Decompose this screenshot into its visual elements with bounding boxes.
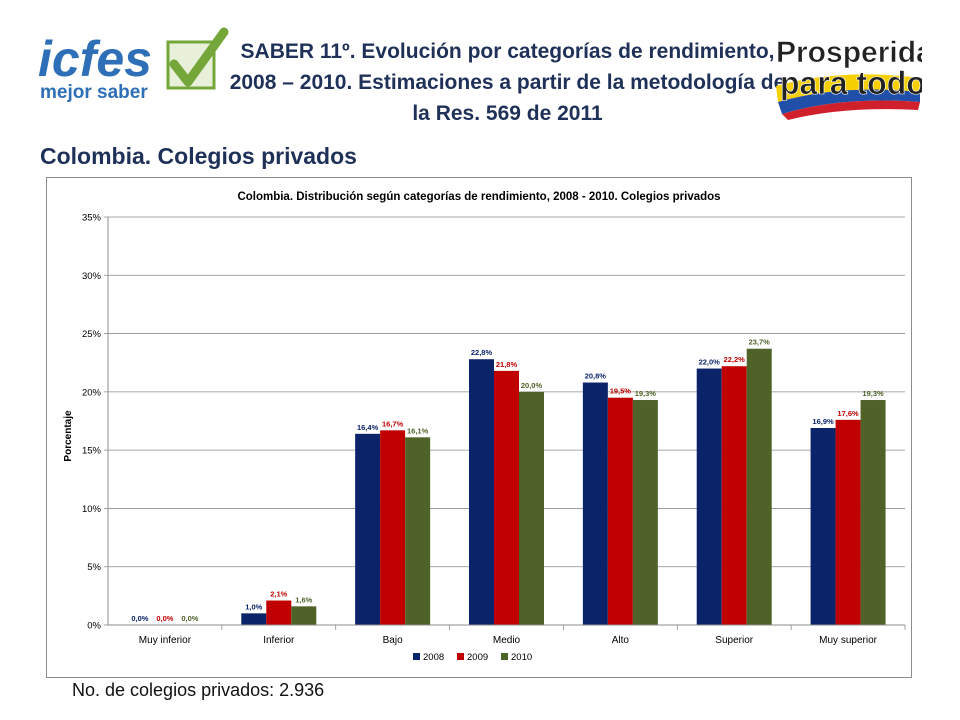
x-tick-label: Muy superior xyxy=(819,635,877,646)
bar-2010 xyxy=(632,400,658,625)
legend-label-2008: 2008 xyxy=(423,652,444,663)
data-label-2010: 20,0% xyxy=(521,381,543,390)
legend-swatch-2008 xyxy=(413,653,420,660)
page-title: SABER 11º. Evolución por categorías de r… xyxy=(229,40,786,125)
data-label-2008: 0,0% xyxy=(131,614,148,623)
bar-2009 xyxy=(607,397,633,625)
data-label-2010: 23,7% xyxy=(749,338,771,347)
y-tick-label: 10% xyxy=(82,504,102,515)
data-label-2010: 0,0% xyxy=(181,614,198,623)
data-label-2008: 22,8% xyxy=(471,348,493,357)
bar-2010 xyxy=(519,391,544,625)
bar-2010 xyxy=(860,400,886,625)
prosperidad-logo-line2: para todos xyxy=(780,65,922,101)
bar-2010 xyxy=(746,348,772,625)
prosperidad-logo-line1: Prosperidad xyxy=(776,36,922,69)
bar-2009 xyxy=(380,430,406,625)
bar-2010 xyxy=(291,606,317,625)
bars xyxy=(241,348,886,625)
data-label-2009: 19,5% xyxy=(610,387,632,396)
prosperidad-logo: Prosperidad para todos xyxy=(776,36,922,120)
x-tick-label: Muy inferior xyxy=(139,635,192,646)
data-label-2009: 16,7% xyxy=(382,419,404,428)
chart-title: Colombia. Distribución según categorías … xyxy=(237,191,720,203)
y-tick-label: 0% xyxy=(87,621,101,632)
data-label-2009: 22,2% xyxy=(724,355,746,364)
legend-swatch-2010 xyxy=(501,653,508,660)
x-tick-label: Superior xyxy=(715,635,753,646)
bar-2008 xyxy=(696,368,722,625)
data-label-2008: 16,9% xyxy=(812,417,834,426)
bar-2008 xyxy=(355,433,381,625)
checkmark-icon xyxy=(166,27,229,90)
y-tick-label: 15% xyxy=(82,446,102,457)
data-label-2008: 1,0% xyxy=(245,602,262,611)
bar-2008 xyxy=(582,382,608,625)
y-tick-label: 20% xyxy=(82,387,102,398)
bar-2009 xyxy=(721,366,747,625)
flag-swoosh-icon xyxy=(776,74,920,120)
x-tick-label: Medio xyxy=(493,635,521,646)
y-tick-label: 35% xyxy=(82,213,102,224)
bar-2008 xyxy=(241,613,267,625)
legend-label-2010: 2010 xyxy=(511,652,532,663)
data-label-2010: 19,3% xyxy=(635,389,657,398)
legend-label-2009: 2009 xyxy=(467,652,488,663)
data-label-2010: 19,3% xyxy=(862,389,884,398)
chart-frame: Colombia. Distribución según categorías … xyxy=(46,177,912,678)
icfes-logo-tagline: mejor saber xyxy=(40,82,148,103)
section-subtitle: Colombia. Colegios privados xyxy=(40,143,357,169)
data-label-2009: 17,6% xyxy=(837,409,859,418)
x-tick-label: Inferior xyxy=(263,635,295,646)
data-label-2008: 16,4% xyxy=(357,423,379,432)
data-label-2010: 16,1% xyxy=(407,426,429,435)
y-tick-label: 5% xyxy=(87,562,101,573)
data-label-2010: 1,6% xyxy=(295,595,312,604)
data-label-2009: 0,0% xyxy=(156,614,173,623)
bar-chart: Colombia. Distribución según categorías … xyxy=(63,191,906,663)
bar-2008 xyxy=(810,427,836,625)
bar-2010 xyxy=(405,437,431,625)
bar-2008 xyxy=(469,359,494,625)
y-axis-label: Porcentaje xyxy=(63,410,74,462)
data-label-2008: 20,8% xyxy=(585,372,607,381)
data-label-2009: 2,1% xyxy=(270,590,287,599)
icfes-logo: icfes mejor saber xyxy=(38,27,229,103)
axes: 0% 5% 10% 15% 20% 25% 30% 35% Muy inferior Inferi… xyxy=(82,213,906,646)
legend-swatch-2009 xyxy=(457,653,464,660)
x-tick-label: Bajo xyxy=(383,635,403,646)
legend: 2008 2009 2010 xyxy=(413,652,532,663)
y-tick-label: 30% xyxy=(82,271,102,282)
bar-2009 xyxy=(266,600,292,625)
data-label-2008: 22,0% xyxy=(699,358,721,367)
bar-2009 xyxy=(835,419,861,625)
icfes-logo-wordmark: icfes xyxy=(38,31,152,87)
data-label-2009: 21,8% xyxy=(496,360,518,369)
school-count-note: No. de colegios privados: 2.936 xyxy=(72,680,325,700)
data-labels: 0,0% 0,0% 0,0% 1,0% 2,1% 1,6% 16,4% 16,7%16,1% 2… xyxy=(131,338,884,623)
bar-2009 xyxy=(494,370,519,625)
y-tick-label: 25% xyxy=(82,329,102,340)
x-tick-label: Alto xyxy=(612,635,630,646)
